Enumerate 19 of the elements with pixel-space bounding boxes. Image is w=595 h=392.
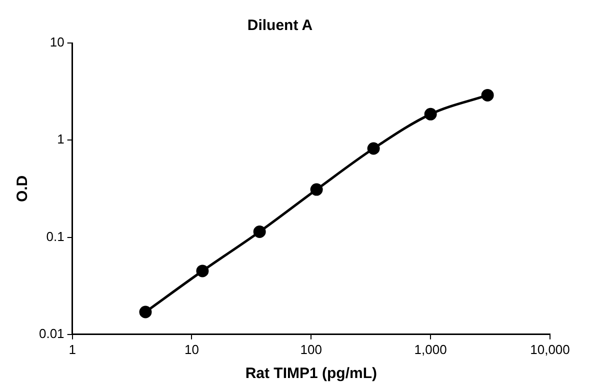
x-tick-label: 10: [184, 342, 199, 357]
x-tick-label: 1: [68, 342, 76, 357]
y-tick-label: 0.01: [38, 326, 64, 341]
y-tick-label: 10: [50, 34, 64, 50]
y-tick-label: 1: [57, 132, 64, 147]
y-axis-title: O.D: [14, 175, 32, 202]
point: [196, 264, 209, 278]
x-tick-label: 1,000: [414, 342, 447, 357]
point: [139, 306, 152, 318]
chart-title: Diluent A: [247, 17, 313, 34]
point: [424, 108, 437, 120]
x-tick-label: 10,000: [530, 342, 570, 357]
point: [481, 88, 494, 102]
point: [310, 183, 323, 196]
point: [367, 142, 380, 155]
x-tick-label: 100: [300, 342, 322, 357]
y-tick-label: 0.1: [46, 228, 64, 244]
x-axis-title: Rat TIMP1 (pg/mL): [245, 365, 377, 382]
point: [253, 225, 266, 238]
